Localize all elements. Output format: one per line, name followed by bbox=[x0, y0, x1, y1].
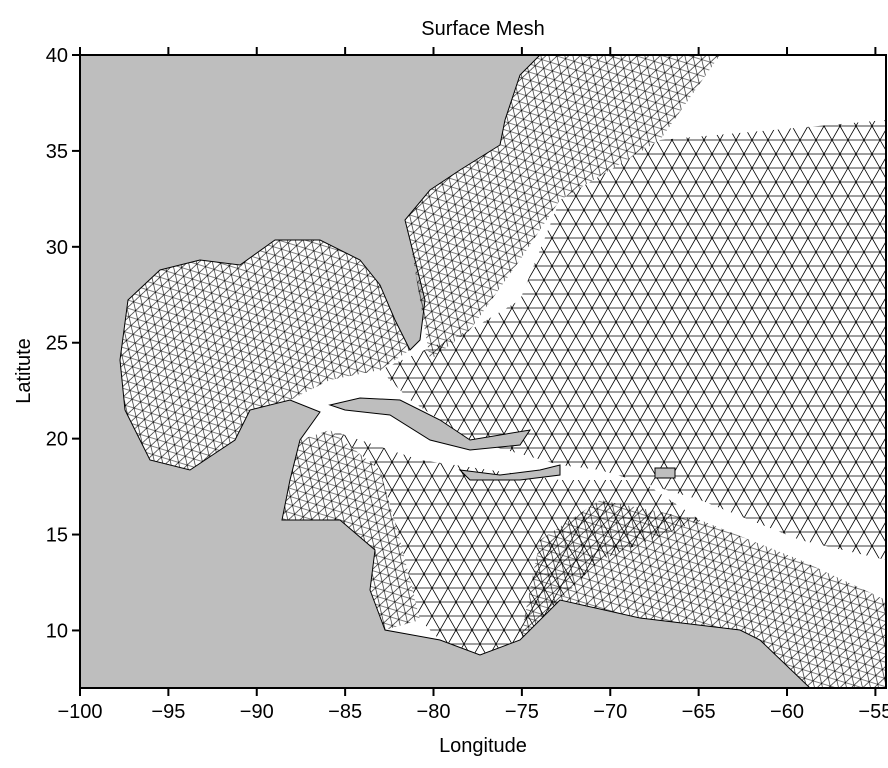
plot-frame bbox=[79, 54, 887, 689]
x-tick-label: −70 bbox=[593, 701, 627, 723]
dense-mesh bbox=[120, 240, 410, 470]
coarse-mesh bbox=[330, 430, 700, 655]
x-tick-label: −75 bbox=[505, 701, 539, 723]
coarse-mesh bbox=[520, 120, 886, 560]
x-tick-label: −90 bbox=[240, 701, 274, 723]
puerto-rico bbox=[654, 467, 676, 479]
coarse-mesh bbox=[380, 300, 600, 470]
y-tick-label: 20 bbox=[46, 429, 68, 451]
y-tick-label: 35 bbox=[46, 141, 68, 163]
x-tick-label: −80 bbox=[417, 701, 451, 723]
x-tick-label: −65 bbox=[682, 701, 716, 723]
x-axis-label: Longitude bbox=[439, 735, 527, 757]
dense-mesh bbox=[282, 430, 420, 630]
chart-title: Surface Mesh bbox=[421, 18, 544, 40]
x-tick-label: −95 bbox=[151, 701, 185, 723]
hispaniola bbox=[458, 464, 561, 481]
y-tick-label: 40 bbox=[46, 45, 68, 67]
x-tick-label: −100 bbox=[57, 701, 102, 723]
y-axis-label: Latitute bbox=[13, 338, 35, 404]
y-tick-label: 30 bbox=[46, 237, 68, 259]
x-tick-label: −55 bbox=[858, 701, 888, 723]
y-tick-label: 25 bbox=[46, 333, 68, 355]
y-tick-label: 10 bbox=[46, 620, 68, 642]
x-tick-label: −85 bbox=[328, 701, 362, 723]
cuba bbox=[328, 397, 532, 451]
mesh-area bbox=[80, 55, 886, 688]
dense-mesh bbox=[405, 55, 720, 360]
y-tick-label: 15 bbox=[46, 525, 68, 547]
x-tick-label: −60 bbox=[770, 701, 804, 723]
